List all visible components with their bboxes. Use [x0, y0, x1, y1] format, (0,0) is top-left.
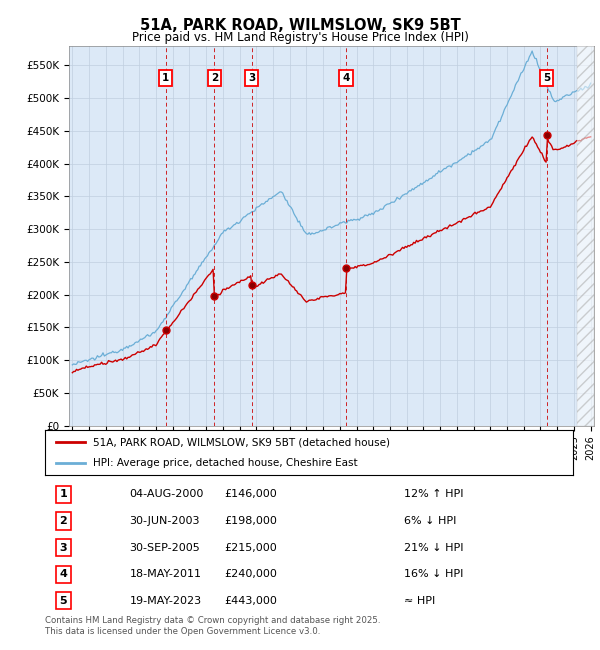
Text: 16% ↓ HPI: 16% ↓ HPI [404, 569, 463, 579]
Text: 2: 2 [59, 516, 67, 526]
Text: 04-AUG-2000: 04-AUG-2000 [130, 489, 204, 499]
Text: 51A, PARK ROAD, WILMSLOW, SK9 5BT (detached house): 51A, PARK ROAD, WILMSLOW, SK9 5BT (detac… [92, 437, 389, 447]
Text: £215,000: £215,000 [224, 543, 277, 552]
Text: 19-MAY-2023: 19-MAY-2023 [130, 596, 202, 606]
Text: 1: 1 [162, 73, 169, 83]
Text: £443,000: £443,000 [224, 596, 277, 606]
Text: 3: 3 [59, 543, 67, 552]
Text: 1: 1 [59, 489, 67, 499]
Text: 51A, PARK ROAD, WILMSLOW, SK9 5BT: 51A, PARK ROAD, WILMSLOW, SK9 5BT [140, 18, 460, 33]
Bar [577, 46, 594, 426]
Text: 21% ↓ HPI: 21% ↓ HPI [404, 543, 464, 552]
Text: £198,000: £198,000 [224, 516, 277, 526]
Text: 18-MAY-2011: 18-MAY-2011 [130, 569, 202, 579]
Text: 6% ↓ HPI: 6% ↓ HPI [404, 516, 457, 526]
Text: ≈ HPI: ≈ HPI [404, 596, 435, 606]
Text: Price paid vs. HM Land Registry's House Price Index (HPI): Price paid vs. HM Land Registry's House … [131, 31, 469, 44]
Text: 12% ↑ HPI: 12% ↑ HPI [404, 489, 464, 499]
Text: 30-SEP-2005: 30-SEP-2005 [130, 543, 200, 552]
Text: 4: 4 [59, 569, 67, 579]
Text: 30-JUN-2003: 30-JUN-2003 [130, 516, 200, 526]
Text: £146,000: £146,000 [224, 489, 277, 499]
Text: 5: 5 [543, 73, 550, 83]
Text: HPI: Average price, detached house, Cheshire East: HPI: Average price, detached house, Ches… [92, 458, 357, 467]
Text: 4: 4 [343, 73, 350, 83]
Text: 5: 5 [59, 596, 67, 606]
Text: £240,000: £240,000 [224, 569, 277, 579]
Text: Contains HM Land Registry data © Crown copyright and database right 2025.
This d: Contains HM Land Registry data © Crown c… [45, 616, 380, 636]
Text: 2: 2 [211, 73, 218, 83]
Text: 3: 3 [248, 73, 256, 83]
